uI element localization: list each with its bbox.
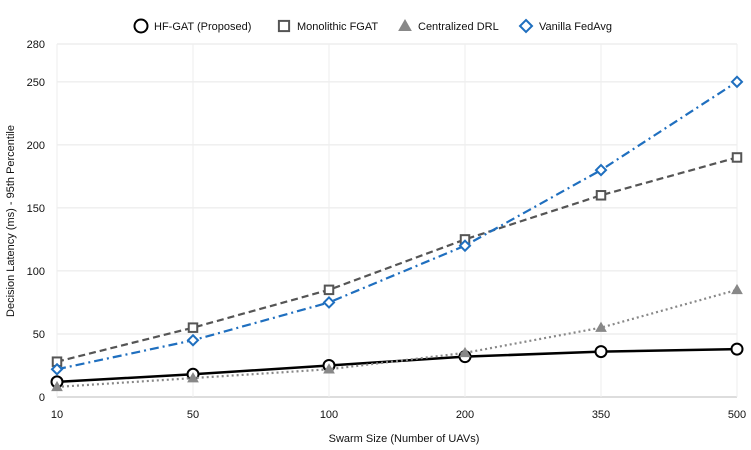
x-tick-label: 350 [592, 409, 610, 421]
series-line [56, 347, 738, 384]
x-axis-title: Swarm Size (Number of UAVs) [329, 433, 480, 445]
x-tick-label: 100 [320, 409, 338, 421]
data-point [595, 321, 607, 332]
y-tick-label: 150 [27, 203, 45, 215]
legend: HF-GAT (Proposed) Monolithic FGAT Centrali… [133, 18, 612, 34]
axis-layer: 0 50 100 150 200 250 280 10 50 100 200 350 500 [27, 39, 747, 421]
legend-item: Vanilla FedAvg [518, 18, 612, 34]
legend-label: Vanilla FedAvg [539, 21, 612, 33]
legend-label: HF-GAT (Proposed) [154, 21, 251, 33]
legend-marker [398, 18, 412, 31]
legend-label: Monolithic FGAT [297, 21, 378, 33]
y-tick-label: 0 [39, 392, 45, 404]
data-point [730, 75, 744, 89]
data-point [50, 362, 64, 376]
data-point [594, 163, 608, 177]
data-point [731, 152, 743, 163]
data-point [595, 190, 607, 201]
x-tick-label: 50 [187, 409, 199, 421]
data-point [730, 342, 744, 356]
series-line [56, 288, 738, 389]
data-point [731, 283, 743, 295]
data-point [187, 322, 199, 333]
series-line [56, 80, 738, 371]
grid-layer [56, 43, 738, 398]
data-point [594, 345, 608, 359]
y-tick-label: 280 [27, 39, 45, 51]
legend-marker [277, 19, 291, 33]
series-circle [50, 342, 744, 389]
y-tick-label: 200 [27, 140, 45, 152]
legend-item: HF-GAT (Proposed) [133, 18, 251, 34]
series-layer [50, 75, 744, 392]
data-point [51, 380, 63, 392]
series-diamond [50, 75, 744, 376]
y-tick-label: 100 [27, 266, 45, 278]
x-tick-label: 10 [51, 409, 63, 421]
y-axis-title: Decision Latency (ms) - 95th Percentile [5, 125, 17, 317]
x-tick-label: 200 [456, 409, 474, 421]
y-tick-label: 50 [33, 329, 45, 341]
y-tick-label: 250 [27, 77, 45, 89]
legend-item: Centralized DRL [398, 18, 499, 33]
data-point [323, 363, 335, 374]
data-point [186, 333, 200, 347]
series-line [56, 156, 738, 363]
data-point [458, 239, 472, 253]
data-point [323, 284, 335, 296]
data-point [187, 372, 199, 383]
data-point [322, 296, 336, 309]
data-point [459, 346, 471, 358]
legend-label: Centralized DRL [418, 21, 499, 33]
legend-marker [133, 18, 149, 34]
legend-marker [518, 18, 534, 34]
series-triangle [51, 283, 743, 392]
x-tick-label: 500 [728, 409, 746, 421]
legend-item: Monolithic FGAT [277, 19, 378, 33]
